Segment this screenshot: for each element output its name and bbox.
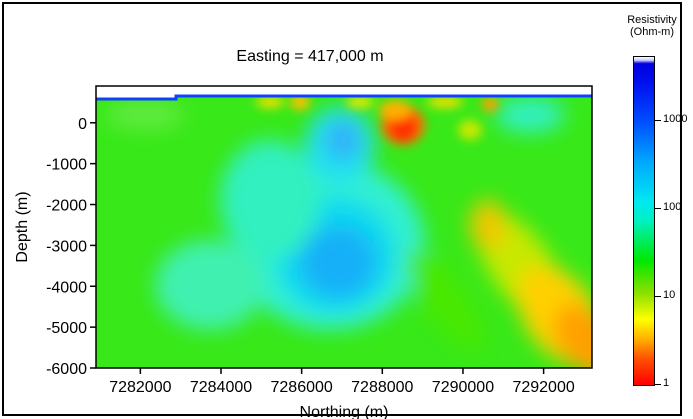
- y-tick-label: -1000: [46, 157, 87, 174]
- y-tick-label: -2000: [46, 198, 87, 215]
- x-axis: 7282000 7284000 7286000 7288000 7290000 72920…: [109, 368, 575, 396]
- colorbar-title: Resistivity (Ohm-m): [612, 14, 692, 38]
- y-tick-label: 0: [78, 116, 87, 133]
- x-tick-label: 7290000: [432, 379, 494, 396]
- plot-border: [95, 85, 593, 369]
- x-tick-label: 7288000: [351, 379, 413, 396]
- x-axis-label: Northing (m): [300, 404, 389, 419]
- colorbar-tick-label: 1: [663, 377, 670, 389]
- y-tick-label: -3000: [46, 238, 87, 255]
- colorbar-tick-label: 10: [663, 288, 676, 301]
- colorbar-tick-label: 1000: [663, 112, 688, 125]
- x-tick-label: 7292000: [512, 379, 574, 396]
- colorbar-tick-label: 100: [663, 200, 682, 213]
- y-axis-label: Depth (m): [14, 191, 31, 262]
- chart-title: Easting = 417,000 m: [236, 48, 384, 65]
- y-axis: 0 -1000 -2000 -3000 -4000 -5000 -6000: [46, 116, 96, 378]
- colorbar-tick: [655, 295, 661, 297]
- resistivity-field: [96, 86, 592, 368]
- colorbar: [633, 56, 655, 386]
- x-tick-label: 7284000: [190, 379, 252, 396]
- y-tick-label: -6000: [46, 361, 87, 378]
- x-tick-label: 7282000: [109, 379, 171, 396]
- y-tick-label: -5000: [46, 320, 87, 337]
- colorbar-tick: [655, 384, 661, 385]
- y-tick-label: -4000: [46, 279, 87, 296]
- x-tick-label: 7286000: [271, 379, 333, 396]
- colorbar-tick: [655, 207, 661, 209]
- colorbar-tick: [655, 119, 661, 121]
- colorbar-title-line2: (Ohm-m): [630, 26, 674, 38]
- colorbar-title-line1: Resistivity: [627, 14, 677, 26]
